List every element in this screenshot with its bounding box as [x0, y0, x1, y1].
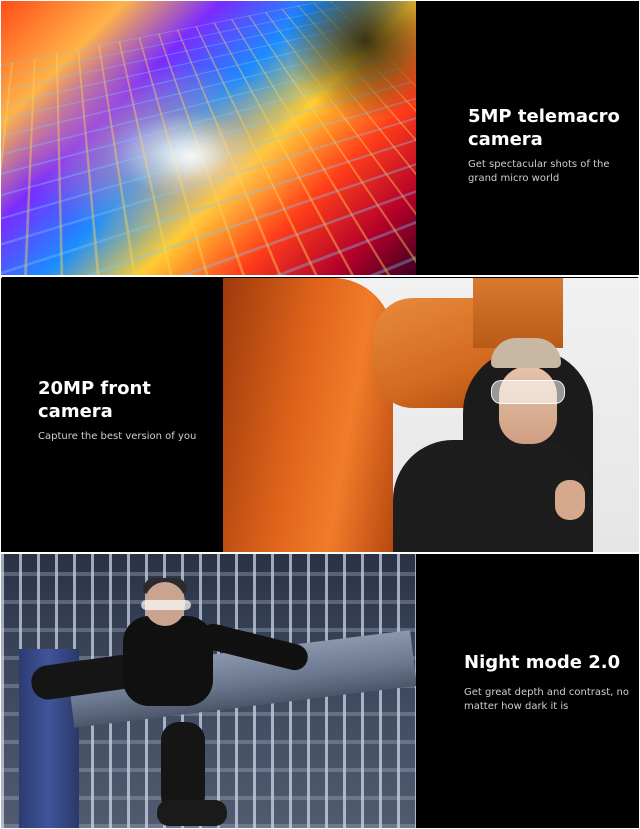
macro-light-glow	[121, 111, 261, 201]
night-mode-sample-image	[1, 554, 416, 828]
feature-row-front-camera: 20MP front camera Capture the best versi…	[1, 278, 639, 552]
clear-goggles	[491, 380, 565, 404]
front-camera-sample-image	[223, 278, 639, 552]
night-mode-title: Night mode 2.0	[464, 651, 639, 674]
front-camera-description: Capture the best version of you	[38, 430, 213, 444]
seated-person	[11, 572, 281, 828]
feature-row-telemacro: 5MP telemacro camera Get spectacular sho…	[1, 1, 639, 275]
telemacro-description: Get spectacular shots of the grand micro…	[468, 158, 628, 186]
row-divider	[1, 275, 639, 277]
front-camera-text-panel: 20MP front camera Capture the best versi…	[1, 278, 223, 552]
hand	[555, 480, 585, 520]
telemacro-text-panel: 5MP telemacro camera Get spectacular sho…	[416, 1, 639, 275]
cap	[491, 338, 561, 368]
night-mode-text-panel: Night mode 2.0 Get great depth and contr…	[416, 554, 639, 828]
shoe	[157, 800, 227, 826]
selfie-person	[373, 336, 593, 552]
telemacro-sample-image	[1, 1, 416, 275]
glasses	[141, 600, 191, 610]
macro-dark-corner	[286, 1, 416, 121]
black-jacket	[123, 616, 213, 706]
night-mode-description: Get great depth and contrast, no matter …	[464, 686, 634, 714]
orange-crane-beam	[223, 278, 393, 552]
face	[499, 366, 557, 444]
front-camera-title: 20MP front camera	[38, 377, 213, 423]
feature-row-night-mode: Night mode 2.0 Get great depth and contr…	[1, 554, 639, 828]
telemacro-title: 5MP telemacro camera	[468, 105, 633, 151]
